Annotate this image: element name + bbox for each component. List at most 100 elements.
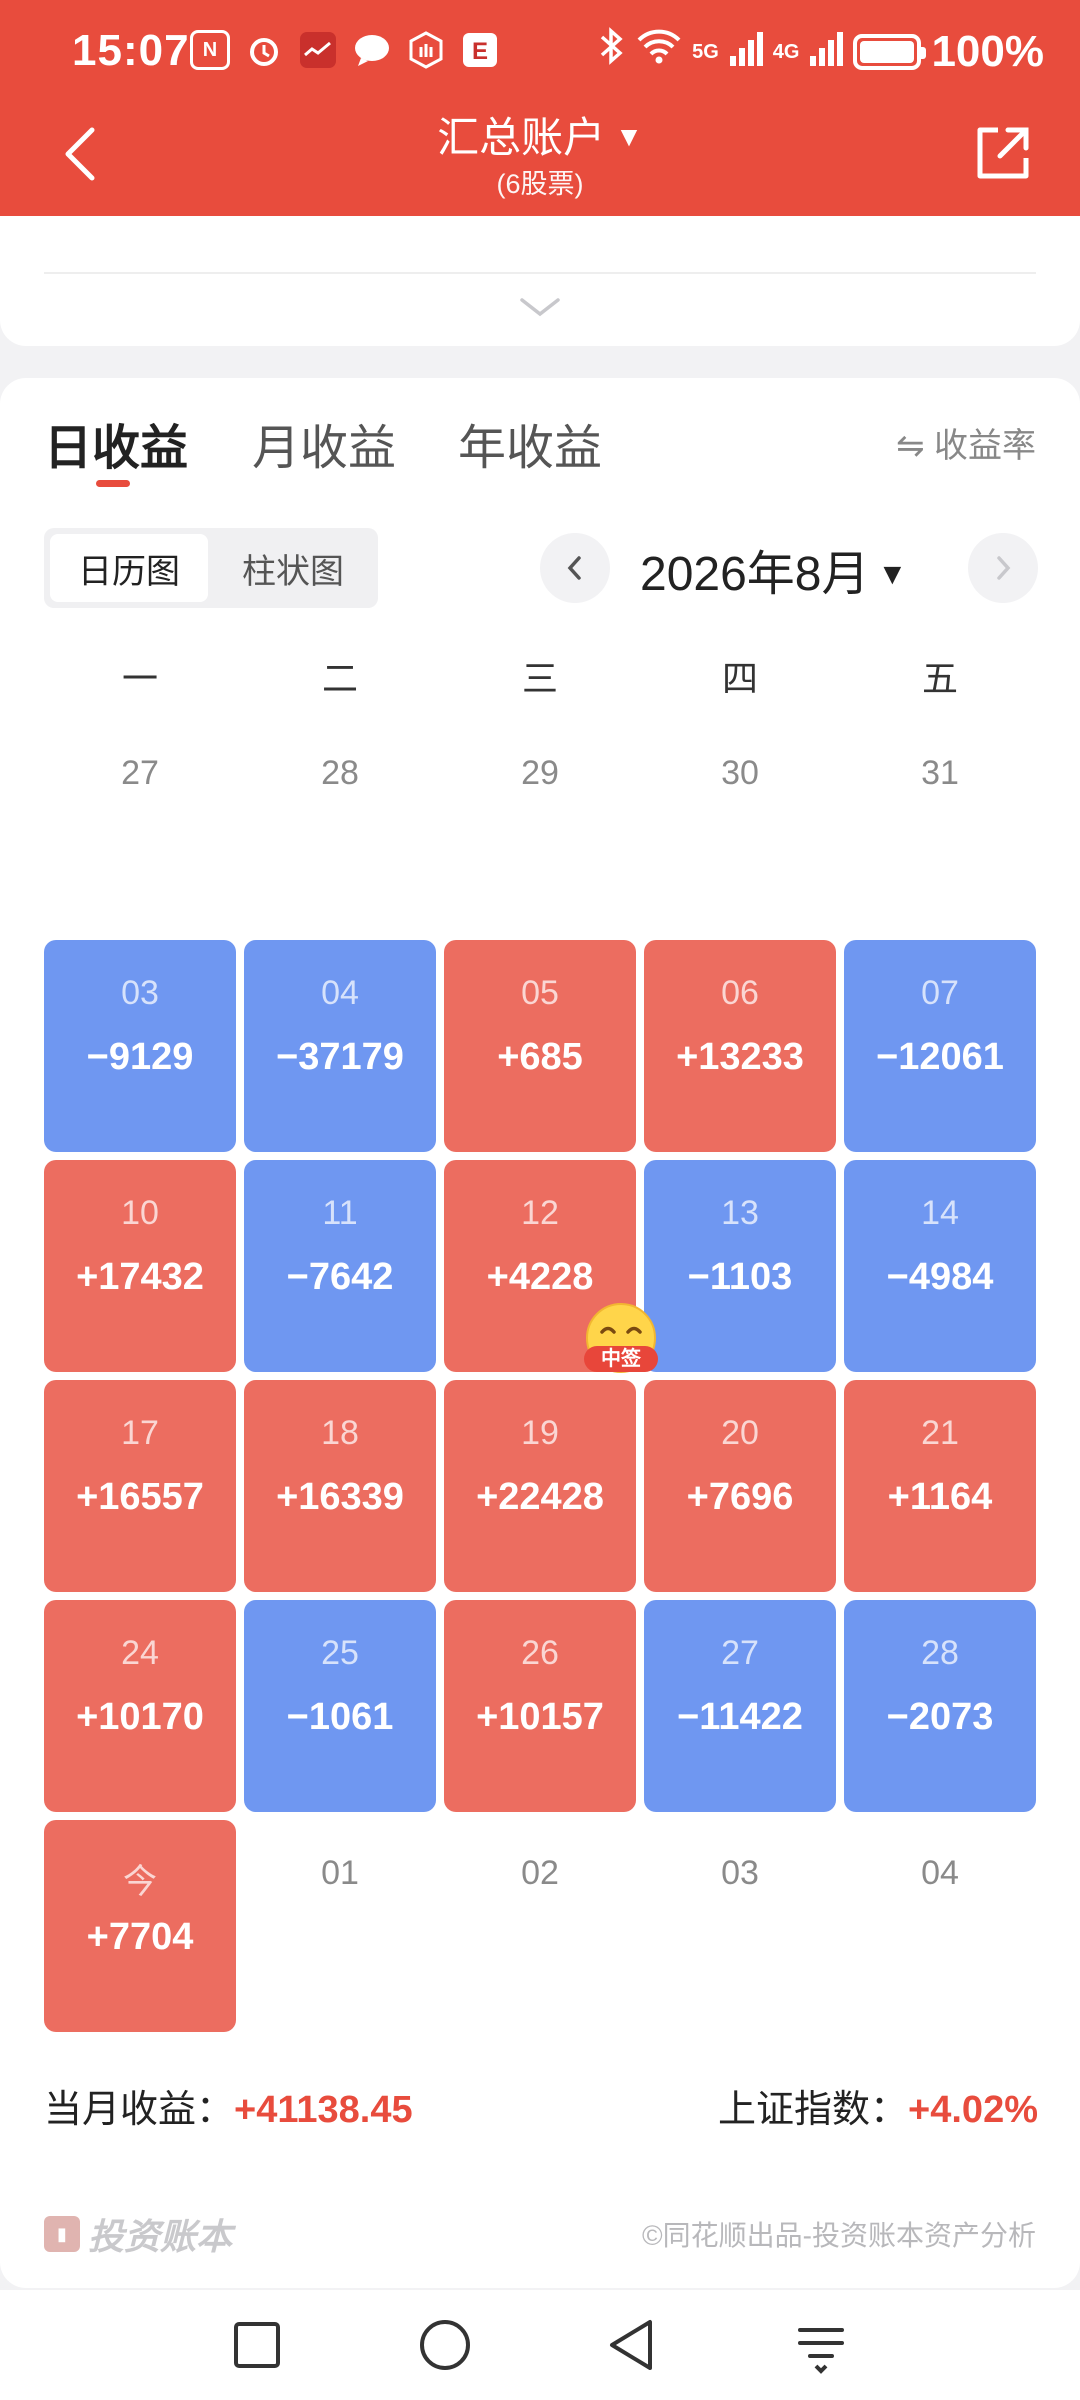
day-profit-value: +4228 — [486, 1256, 594, 1298]
day-number: 07 — [921, 974, 959, 1012]
battery-percent: 100% — [931, 26, 1044, 76]
back-button[interactable] — [52, 118, 112, 188]
day-number: 05 — [521, 974, 559, 1012]
bar-chart-view-button[interactable]: 柱状图 — [242, 552, 344, 591]
share-button[interactable] — [970, 120, 1036, 186]
tab-indicator — [96, 480, 130, 487]
calendar-day-cell[interactable]: 19 +22428 — [444, 1380, 636, 1592]
weekday-label: 五 — [921, 658, 958, 699]
day-number: 10 — [121, 1194, 159, 1232]
calendar-day-cell: 31 — [844, 720, 1036, 932]
calendar-day-cell: 30 — [644, 720, 836, 932]
tab-monthly-profit[interactable]: 月收益 — [252, 422, 397, 475]
status-time: 15:07 — [72, 26, 190, 75]
day-profit-value: +22428 — [476, 1476, 604, 1518]
triangle-back-icon — [610, 2320, 652, 2370]
message-icon — [352, 30, 392, 70]
calendar-day-cell[interactable]: 18 +16339 — [244, 1380, 436, 1592]
expand-button[interactable] — [518, 294, 562, 320]
day-profit-value: −7642 — [286, 1256, 394, 1298]
calendar-view-button[interactable]: 日历图 — [50, 534, 208, 602]
calendar-day-cell[interactable]: 06 +13233 — [644, 940, 836, 1152]
day-profit-value: −2073 — [886, 1696, 994, 1738]
recent-apps-button[interactable] — [222, 2310, 292, 2380]
calendar-day-cell: 27 — [44, 720, 236, 932]
day-number: 25 — [321, 1634, 359, 1672]
day-profit-value: +685 — [497, 1036, 583, 1078]
calendar-day-cell[interactable]: 今 +7704 — [44, 1820, 236, 2032]
day-profit-value: −4984 — [886, 1256, 994, 1298]
monthly-profit-summary: 当月收益：+41138.45 — [44, 2078, 413, 2133]
day-number: 18 — [321, 1414, 359, 1452]
day-profit-value: +16557 — [76, 1476, 204, 1518]
month-selector[interactable]: 2026年8月 ▼ — [640, 534, 907, 604]
lottery-win-badge: 中签 — [576, 1300, 666, 1382]
calendar-day-cell[interactable]: 03 −9129 — [44, 940, 236, 1152]
weekday-label: 三 — [521, 658, 558, 699]
back-nav-button[interactable] — [598, 2310, 668, 2380]
calendar-day-cell[interactable]: 07 −12061 — [844, 940, 1036, 1152]
home-button[interactable] — [410, 2310, 480, 2380]
account-selector[interactable]: 汇总账户 ▼ — [0, 104, 1080, 165]
calendar-day-cell[interactable]: 27 −11422 — [644, 1600, 836, 1812]
status-notification-icons: N E — [190, 30, 500, 70]
day-number: 19 — [521, 1414, 559, 1452]
day-profit-value: +1164 — [887, 1476, 993, 1518]
day-number: 27 — [121, 754, 159, 792]
day-number: 17 — [121, 1414, 159, 1452]
page-title: 汇总账户 — [437, 114, 606, 161]
menu-button[interactable] — [786, 2310, 856, 2380]
calendar-day-cell[interactable]: 20 +7696 — [644, 1380, 836, 1592]
signal-4g: 4G — [772, 40, 800, 63]
day-profit-value: +7696 — [686, 1476, 794, 1518]
weekday-label: 二 — [321, 658, 358, 699]
signal-bars-icon — [729, 27, 763, 77]
calendar-day-cell[interactable]: 26 +10157 — [444, 1600, 636, 1812]
next-month-button[interactable] — [968, 533, 1038, 603]
calendar-day-cell: 28 — [244, 720, 436, 932]
day-number: 20 — [721, 1414, 759, 1452]
profit-rate-toggle[interactable]: ⇋ 收益率 — [896, 427, 1036, 465]
brand-name: 投资账本 — [88, 2216, 233, 2257]
chevron-right-icon — [997, 556, 1011, 580]
wifi-icon — [636, 26, 682, 77]
calendar-day-cell[interactable]: 25 −1061 — [244, 1600, 436, 1812]
weekday-label: 四 — [721, 658, 758, 699]
calendar-day-cell[interactable]: 10 +17432 — [44, 1160, 236, 1372]
weekday-label: 一 — [121, 658, 158, 699]
share-icon — [977, 127, 1029, 179]
tab-daily-profit[interactable]: 日收益 — [44, 422, 189, 475]
prev-month-button[interactable] — [540, 533, 610, 603]
calendar-day-cell[interactable]: 13 −1103 — [644, 1160, 836, 1372]
day-number: 14 — [921, 1194, 959, 1232]
day-number: 今 — [123, 1863, 157, 1901]
tab-yearly-profit[interactable]: 年收益 — [458, 422, 603, 475]
calendar-day-cell[interactable]: 28 −2073 — [844, 1600, 1036, 1812]
day-number: 03 — [121, 974, 159, 1012]
calendar-day-cell[interactable]: 11 −7642 — [244, 1160, 436, 1372]
day-number: 02 — [521, 1854, 559, 1892]
ledger-icon: ▮ — [44, 2216, 80, 2252]
calendar-day-cell[interactable]: 14 −4984 — [844, 1160, 1036, 1372]
day-number: 11 — [322, 1194, 358, 1232]
brand-logo: ▮ 投资账本 — [44, 2208, 232, 2260]
day-profit-value: +10157 — [476, 1696, 604, 1738]
day-number: 13 — [721, 1194, 759, 1232]
square-icon — [234, 2322, 280, 2368]
day-profit-value: +7704 — [86, 1916, 194, 1958]
day-number: 04 — [321, 974, 359, 1012]
svg-text:E: E — [472, 38, 488, 65]
day-profit-value: −9129 — [86, 1036, 194, 1078]
menu-icon — [798, 2328, 844, 2374]
index-value: +4.02% — [908, 2089, 1038, 2131]
battery-icon — [853, 33, 927, 70]
calendar-day-cell[interactable]: 04 −37179 — [244, 940, 436, 1152]
calendar-day-cell[interactable]: 24 +10170 — [44, 1600, 236, 1812]
view-switch: 日历图 柱状图 — [44, 528, 378, 608]
chevron-down-icon — [520, 298, 560, 317]
day-profit-value: +17432 — [76, 1256, 204, 1298]
calendar-day-cell: 04 — [844, 1820, 1036, 2032]
calendar-day-cell[interactable]: 21 +1164 — [844, 1380, 1036, 1592]
calendar-day-cell[interactable]: 05 +685 — [444, 940, 636, 1152]
calendar-day-cell[interactable]: 17 +16557 — [44, 1380, 236, 1592]
